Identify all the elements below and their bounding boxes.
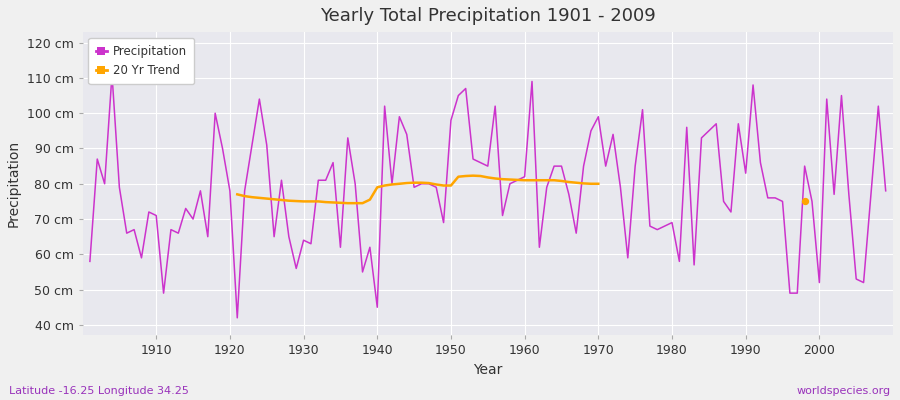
Title: Yearly Total Precipitation 1901 - 2009: Yearly Total Precipitation 1901 - 2009 <box>320 7 656 25</box>
Text: worldspecies.org: worldspecies.org <box>796 386 891 396</box>
X-axis label: Year: Year <box>473 363 502 377</box>
Text: Latitude -16.25 Longitude 34.25: Latitude -16.25 Longitude 34.25 <box>9 386 189 396</box>
Point <box>797 198 812 205</box>
Y-axis label: Precipitation: Precipitation <box>7 140 21 227</box>
Legend: Precipitation, 20 Yr Trend: Precipitation, 20 Yr Trend <box>88 38 194 84</box>
